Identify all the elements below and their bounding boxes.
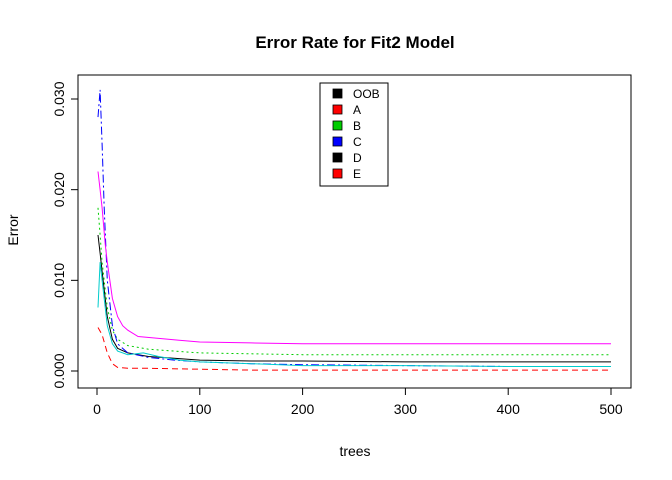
x-tick-label: 100 — [188, 401, 212, 417]
x-tick-label: 200 — [291, 401, 315, 417]
series-line-b — [97, 207, 611, 356]
y-tick-label: 0.020 — [51, 172, 67, 207]
x-axis-label: trees — [339, 443, 370, 459]
chart-title: Error Rate for Fit2 Model — [255, 33, 454, 52]
legend-label: A — [353, 103, 361, 117]
legend-swatch — [332, 120, 343, 131]
y-axis-label: Error — [5, 214, 21, 245]
legend-label: D — [353, 151, 362, 165]
legend-swatch — [332, 168, 343, 179]
series-line-d — [97, 262, 611, 367]
y-tick-label: 0.030 — [51, 81, 67, 116]
x-tick-label: 0 — [93, 401, 101, 417]
x-tick-label: 500 — [599, 401, 623, 417]
series-line-e — [97, 171, 611, 345]
series-line-a — [97, 327, 611, 371]
legend-box — [319, 82, 389, 187]
y-axis: 0.000 0.010 0.020 0.030 — [51, 81, 79, 389]
x-tick-label: 300 — [394, 401, 418, 417]
legend-swatch — [332, 152, 343, 163]
legend-label: OOB — [353, 87, 380, 101]
legend-label: E — [353, 167, 361, 181]
x-tick-label: 400 — [497, 401, 521, 417]
y-tick-label: 0.010 — [51, 263, 67, 298]
series-line-c — [97, 89, 611, 367]
legend-swatch — [332, 88, 343, 99]
legend-label: C — [353, 135, 362, 149]
legend-swatch — [332, 104, 343, 115]
legend-label: B — [353, 119, 361, 133]
series-lines — [97, 89, 611, 371]
legend-swatch — [332, 136, 343, 147]
x-axis: 0 100 200 300 400 500 — [93, 387, 623, 417]
y-tick-label: 0.000 — [51, 353, 67, 388]
series-line-oob — [97, 234, 611, 363]
